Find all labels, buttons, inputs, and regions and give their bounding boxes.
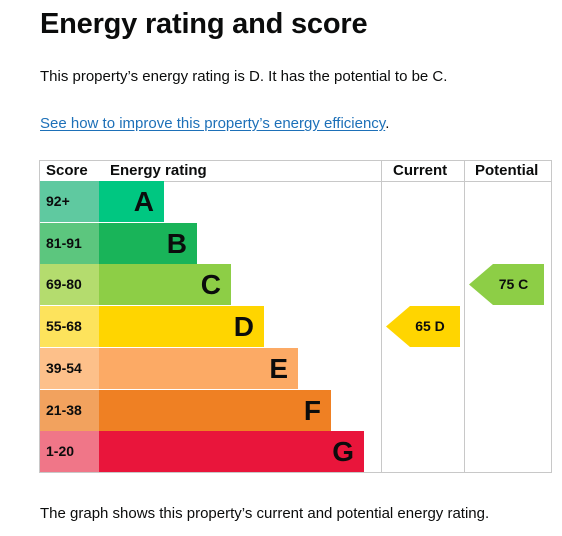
potential-rating-arrow: 75 C xyxy=(469,264,544,305)
score-range-b: 81-91 xyxy=(40,223,99,264)
header-energy-rating: Energy rating xyxy=(110,162,207,179)
divider-current xyxy=(381,161,382,472)
rating-band-a: A xyxy=(99,181,164,222)
current-rating-arrow: 65 D xyxy=(386,306,460,347)
improve-efficiency-link[interactable]: See how to improve this property’s energ… xyxy=(40,115,386,132)
header-divider xyxy=(40,181,551,182)
divider-potential xyxy=(464,161,465,472)
header-current: Current xyxy=(393,162,448,179)
rating-band-c: C xyxy=(99,264,231,305)
score-range-a: 92+ xyxy=(40,181,99,222)
header-score: Score xyxy=(46,162,88,179)
page-title: Energy rating and score xyxy=(40,8,368,40)
improve-link-period: . xyxy=(385,115,390,132)
energy-summary: This property’s energy rating is D. It h… xyxy=(40,68,448,85)
score-range-d: 55-68 xyxy=(40,306,99,347)
rating-band-f: F xyxy=(99,390,331,431)
energy-rating-chart: Score Energy rating Current Potential 65… xyxy=(39,160,552,473)
rating-band-d: D xyxy=(99,306,264,347)
rating-band-g: G xyxy=(99,431,364,472)
rating-band-b: B xyxy=(99,223,197,264)
score-range-g: 1-20 xyxy=(40,431,99,472)
header-potential: Potential xyxy=(475,162,539,179)
score-range-f: 21-38 xyxy=(40,390,99,431)
improve-link-line: See how to improve this property’s energ… xyxy=(40,115,389,132)
score-range-e: 39-54 xyxy=(40,348,99,389)
graph-description: The graph shows this property’s current … xyxy=(40,505,490,522)
rating-band-e: E xyxy=(99,348,298,389)
score-range-c: 69-80 xyxy=(40,264,99,305)
